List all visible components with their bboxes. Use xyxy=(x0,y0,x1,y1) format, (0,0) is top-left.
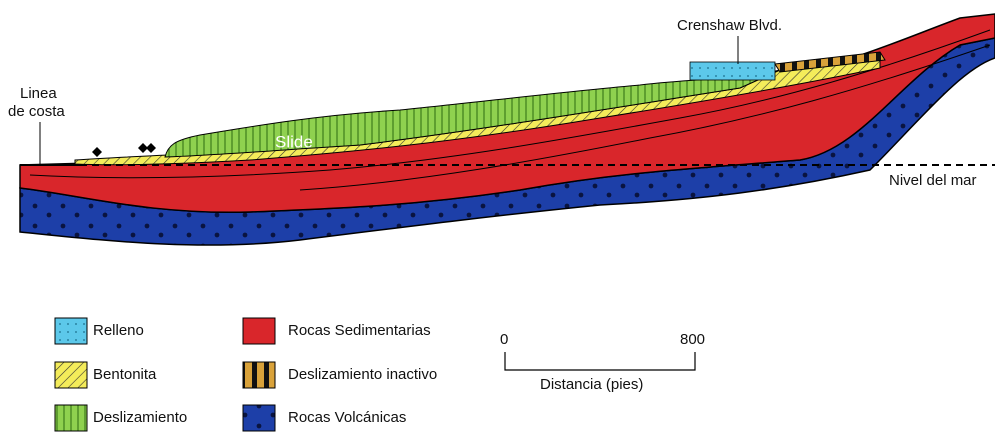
cross-section: Crenshaw Blvd. Linea de costa Slide Nive… xyxy=(0,0,995,432)
legend-label: Rocas Volcánicas xyxy=(288,409,406,426)
legend-swatch xyxy=(55,318,87,344)
scale-bar xyxy=(505,352,695,370)
legend-swatch xyxy=(243,405,275,431)
slide-label: Slide xyxy=(275,132,313,151)
legend-swatch xyxy=(55,362,87,388)
fill-area xyxy=(690,62,775,80)
sea-level-label: Nivel del mar xyxy=(889,172,977,189)
coast-label: de costa xyxy=(8,103,65,120)
scale-start: 0 xyxy=(500,331,508,348)
legend-label: Bentonita xyxy=(93,366,157,383)
legend-label: Deslizamiento xyxy=(93,409,187,426)
legend-swatch xyxy=(243,318,275,344)
houses xyxy=(92,143,156,157)
legend-label: Relleno xyxy=(93,322,144,339)
road-label: Crenshaw Blvd. xyxy=(677,17,782,34)
coast-label: Linea xyxy=(20,85,57,102)
legend-label: Deslizamiento inactivo xyxy=(288,366,437,383)
legend-swatch xyxy=(243,362,275,388)
legend-label: Rocas Sedimentarias xyxy=(288,322,431,339)
scale-end: 800 xyxy=(680,331,705,348)
scale-label: Distancia (pies) xyxy=(540,376,643,393)
legend-swatch xyxy=(55,405,87,431)
